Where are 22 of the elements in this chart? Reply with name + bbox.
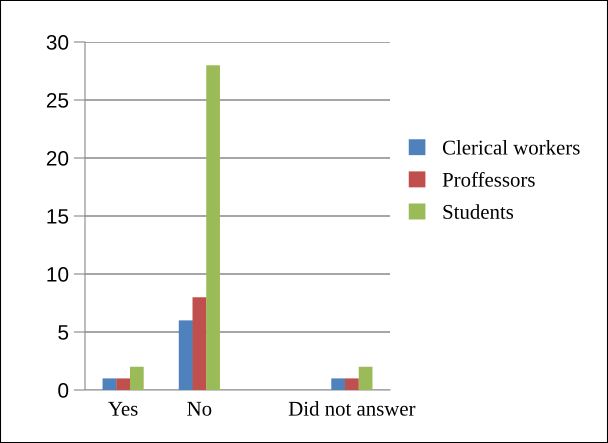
x-tick-label: No bbox=[187, 402, 212, 416]
bar bbox=[130, 366, 144, 390]
bar bbox=[358, 366, 372, 390]
bar bbox=[192, 297, 206, 390]
bar bbox=[331, 378, 346, 390]
bar bbox=[345, 378, 359, 390]
legend-label: Students bbox=[443, 204, 514, 219]
legend-label: Clerical workers bbox=[442, 140, 580, 155]
bar bbox=[116, 378, 130, 390]
y-tick-label: 15 bbox=[47, 209, 68, 224]
y-tick-label: 20 bbox=[46, 151, 68, 166]
bar bbox=[206, 65, 220, 390]
bar bbox=[178, 320, 193, 390]
y-tick-label: 5 bbox=[58, 325, 68, 340]
x-tick-label: Yes bbox=[108, 402, 138, 416]
y-tick-label: 30 bbox=[46, 35, 68, 50]
y-tick-label: 10 bbox=[47, 267, 68, 282]
bar bbox=[102, 378, 116, 390]
y-tick-label: 25 bbox=[46, 93, 68, 108]
y-tick-label: 0 bbox=[58, 383, 68, 398]
legend-label: Proffessors bbox=[442, 172, 535, 187]
x-tick-label: Did not answer bbox=[288, 401, 416, 416]
